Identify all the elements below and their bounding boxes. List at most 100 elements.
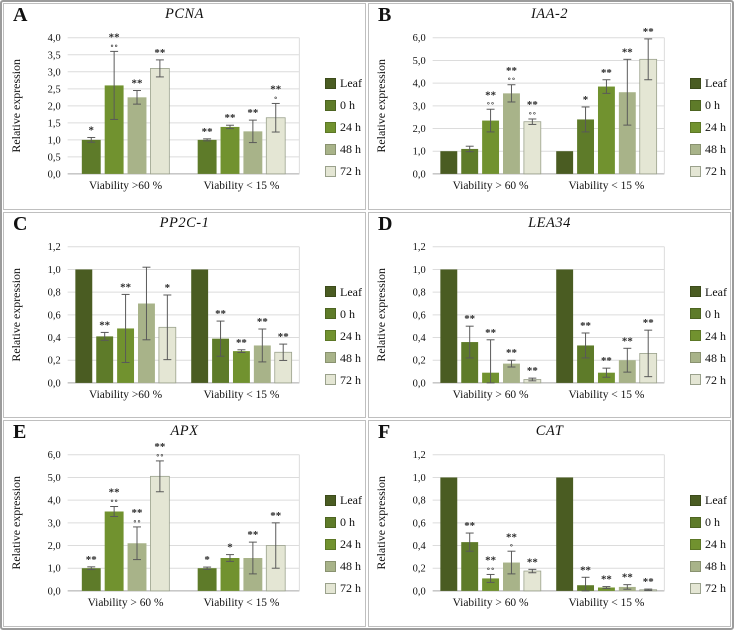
bar-24h	[597, 587, 615, 592]
svg-text:3,0: 3,0	[413, 101, 426, 112]
legend-label: 72 h	[705, 581, 727, 596]
chart-legend: Leaf 0 h 24 h 48 h 72 h	[325, 76, 362, 178]
svg-text:**: **	[154, 47, 165, 59]
legend-swatch-icon	[325, 374, 337, 386]
chart-title-apx: APX	[170, 423, 199, 440]
bar-0h	[461, 542, 479, 592]
legend-item: Leaf	[690, 76, 727, 90]
bar-chart-lea34: 0,0 0,2 0,4 0,6 0,8 1,0 1,2 Relative expression…	[369, 213, 730, 418]
legend-item: 24 h	[690, 120, 727, 134]
legend-item: 24 h	[325, 120, 362, 134]
legend-swatch-icon	[325, 560, 337, 572]
panel-b: B IAA-2 0,0 1,0 2,0 3,0 4,0 5,0 6,0 Relative ex…	[368, 3, 731, 210]
svg-text:1,5: 1,5	[48, 118, 61, 129]
bar-Leaf	[556, 477, 574, 592]
svg-text:Viability > 60 %: Viability > 60 %	[88, 597, 164, 609]
bar-Leaf	[191, 269, 209, 383]
svg-text:1,2: 1,2	[413, 242, 426, 253]
legend-label: 0 h	[340, 515, 356, 530]
svg-text:**: **	[225, 112, 236, 124]
svg-text:1,0: 1,0	[413, 147, 426, 158]
bar-24h	[220, 558, 240, 592]
svg-text:0,4: 0,4	[413, 541, 427, 552]
bar-Leaf	[440, 477, 458, 592]
panel-e: E APX 0,0 1,0 2,0 3,0 4,0 5,0 6,0 Relative expr…	[3, 420, 366, 627]
svg-text:**: **	[580, 565, 591, 577]
legend-item: 72 h	[325, 164, 362, 178]
svg-text:0,0: 0,0	[48, 169, 61, 180]
legend-item: Leaf	[325, 493, 362, 507]
panel-f: F CAT 0,0 0,2 0,4 0,6 0,8 1,0 1,2 Relative expr…	[368, 420, 731, 627]
legend-label: 48 h	[705, 142, 727, 156]
svg-text:0,4: 0,4	[48, 333, 62, 344]
svg-text:Viability < 15 %: Viability < 15 %	[568, 388, 644, 400]
bar-48h	[618, 92, 636, 174]
bar-24h	[104, 85, 124, 174]
svg-text:**: **	[236, 336, 247, 348]
legend-swatch-icon	[325, 494, 337, 506]
chart-title-lea34: LEA34	[528, 214, 571, 231]
legend-swatch-icon	[325, 308, 337, 320]
svg-text:1,0: 1,0	[48, 135, 61, 146]
svg-text:**: **	[109, 487, 120, 499]
bar-48h	[503, 562, 520, 592]
svg-text:0,2: 0,2	[413, 564, 426, 575]
bar-0h	[96, 336, 114, 383]
svg-text:Viability < 15 %: Viability < 15 %	[203, 180, 279, 192]
svg-text:**: **	[109, 31, 120, 43]
chart-legend: Leaf 0 h 24 h 48 h 72 h	[325, 285, 362, 387]
svg-text:Viability < 15 %: Viability < 15 %	[203, 388, 279, 400]
svg-text:**: **	[527, 557, 538, 569]
svg-text:Relative expression: Relative expression	[374, 476, 388, 570]
svg-text:0,0: 0,0	[413, 587, 426, 598]
legend-label: 24 h	[705, 328, 727, 343]
chart-legend: Leaf 0 h 24 h 48 h 72 h	[690, 76, 727, 178]
panel-d: D LEA34 0,0 0,2 0,4 0,6 0,8 1,0 1,2 Relative ex…	[368, 211, 731, 419]
svg-text:**: **	[622, 572, 633, 584]
bar-0h	[461, 148, 479, 174]
bar-chart-pp2c1: 0,0 0,2 0,4 0,6 0,8 1,0 1,2 Relative expression…	[4, 213, 365, 418]
legend-label: Leaf	[340, 284, 362, 299]
legend-label: 48 h	[340, 350, 362, 365]
svg-text:**: **	[506, 532, 517, 544]
svg-text:*: *	[583, 94, 588, 106]
legend-item: 48 h	[690, 142, 727, 156]
legend-label: 24 h	[705, 537, 727, 552]
svg-text:*: *	[165, 282, 170, 294]
legend-swatch-icon	[690, 99, 702, 111]
svg-text:**: **	[132, 507, 143, 519]
legend-swatch-icon	[690, 77, 702, 89]
legend-item: 24 h	[325, 537, 362, 551]
svg-text:2,5: 2,5	[48, 84, 61, 95]
bar-72h	[150, 476, 170, 592]
chart-legend: Leaf 0 h 24 h 48 h 72 h	[690, 285, 727, 387]
panel-c: C PP2C-1 0,0 0,2 0,4 0,6 0,8 1,0 1,2 Relative e…	[3, 211, 366, 419]
legend-item: 24 h	[690, 537, 727, 551]
svg-text:0,6: 0,6	[413, 310, 426, 321]
legend-item: 24 h	[690, 329, 727, 343]
svg-text:0,6: 0,6	[48, 310, 61, 321]
legend-item: 72 h	[690, 373, 727, 387]
svg-text:**: **	[278, 331, 289, 343]
svg-text:1,0: 1,0	[413, 473, 426, 484]
bar-24h	[104, 511, 124, 592]
bar-chart-pcna: 0,0 0,5 1,0 1,5 2,0 2,5 3,0 3,5 4,0 Relative expr…	[4, 4, 365, 209]
legend-swatch-icon	[690, 516, 702, 528]
plot-svg: 0,0 0,2 0,4 0,6 0,8 1,0 1,2 Relative expression…	[374, 242, 665, 400]
svg-text:3,0: 3,0	[48, 67, 61, 78]
plot-svg: 0,0 0,2 0,4 0,6 0,8 1,0 1,2 Relative expression…	[374, 451, 665, 609]
legend-item: 0 h	[325, 98, 362, 112]
legend-item: 48 h	[325, 351, 362, 365]
bar-chart-iaa2: 0,0 1,0 2,0 3,0 4,0 5,0 6,0 Relative expression…	[369, 4, 730, 209]
plot-svg: 0,0 0,5 1,0 1,5 2,0 2,5 3,0 3,5 4,0 Relative expr…	[9, 31, 300, 192]
svg-text:Viability >60 %: Viability >60 %	[89, 388, 163, 400]
bar-0h	[461, 341, 479, 383]
svg-text:**: **	[99, 319, 110, 331]
legend-label: 0 h	[705, 98, 721, 112]
svg-text:3,0: 3,0	[48, 519, 61, 530]
legend-label: 48 h	[340, 142, 362, 156]
bar-48h	[503, 93, 520, 174]
legend-item: 48 h	[690, 351, 727, 365]
svg-text:Relative expression: Relative expression	[374, 59, 388, 153]
bar-24h	[597, 86, 615, 174]
